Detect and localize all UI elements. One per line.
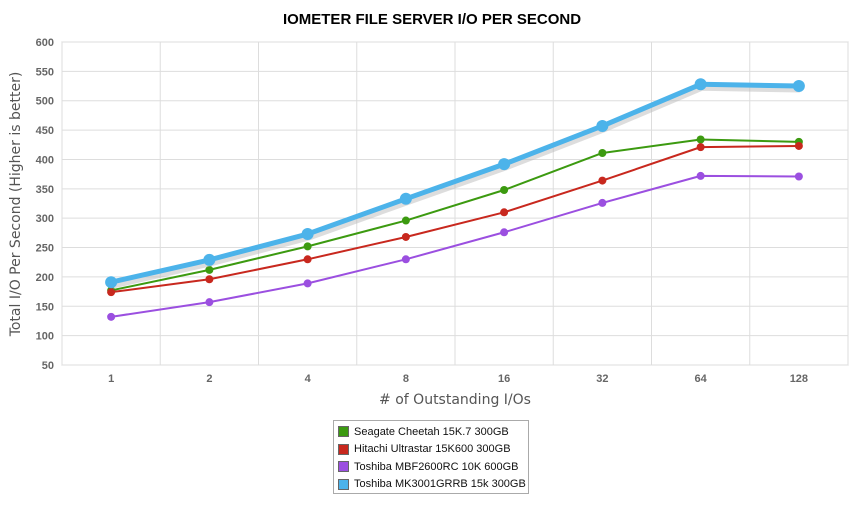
x-axis-label: # of Outstanding I/Os	[379, 392, 531, 408]
data-point[interactable]	[303, 242, 312, 251]
x-tick-label: 8	[403, 373, 409, 385]
legend-item-toshiba-mbf[interactable]: Toshiba MBF2600RC 10K 600GB	[338, 458, 524, 476]
line-chart: IOMETER FILE SERVER I/O PER SECOND 50 100…	[8, 11, 849, 408]
data-point[interactable]	[794, 172, 803, 181]
legend-item-seagate[interactable]: Seagate Cheetah 15K.7 300GB	[338, 423, 524, 441]
data-point[interactable]	[696, 171, 705, 180]
y-tick-label: 50	[42, 360, 54, 372]
data-point[interactable]	[598, 198, 607, 207]
data-point[interactable]	[303, 255, 312, 264]
legend-label-toshiba-mbf: Toshiba MBF2600RC 10K 600GB	[354, 460, 519, 473]
x-tick-label: 128	[790, 373, 808, 385]
legend-item-hitachi[interactable]: Hitachi Ultrastar 15K600 300GB	[338, 441, 524, 459]
y-tick-label: 550	[36, 66, 54, 78]
series-line	[110, 174, 799, 318]
y-tick-label: 150	[36, 301, 54, 313]
chart-title: IOMETER FILE SERVER I/O PER SECOND	[283, 11, 581, 28]
series-line	[110, 81, 799, 285]
legend-label-toshiba-mk: Toshiba MK3001GRRB 15k 300GB	[354, 478, 526, 491]
series-0	[107, 135, 803, 295]
data-point[interactable]	[696, 143, 705, 152]
data-point[interactable]	[399, 192, 412, 205]
series-line	[110, 138, 799, 292]
x-tick-label: 32	[596, 373, 608, 385]
data-point[interactable]	[696, 135, 705, 144]
data-point[interactable]	[303, 279, 312, 288]
x-tick-label: 16	[498, 373, 510, 385]
data-point[interactable]	[301, 228, 314, 241]
y-tick-label: 400	[36, 154, 54, 166]
y-axis-label: Total I/O Per Second (Higher is better)	[8, 72, 24, 338]
x-tick-label: 64	[695, 373, 708, 385]
data-point[interactable]	[598, 148, 607, 157]
data-point[interactable]	[498, 158, 511, 171]
legend: Seagate Cheetah 15K.7 300GB Hitachi Ultr…	[333, 420, 529, 494]
data-point[interactable]	[401, 232, 410, 241]
legend-swatch-seagate	[338, 426, 349, 438]
data-point[interactable]	[203, 253, 216, 266]
y-tick-label: 600	[36, 37, 54, 49]
series-1	[107, 141, 803, 297]
legend-item-toshiba-mk[interactable]: Toshiba MK3001GRRB 15k 300GB	[338, 476, 526, 494]
data-point[interactable]	[598, 176, 607, 185]
x-axis-ticks: 1 2 4 8 16 32 64 128	[108, 373, 808, 385]
y-tick-label: 100	[36, 331, 54, 343]
y-tick-label: 200	[36, 272, 54, 284]
data-point[interactable]	[794, 141, 803, 150]
x-tick-label: 2	[206, 373, 212, 385]
y-axis-ticks: 50 100 150 200 250 300 350 400 450 500 550 600	[36, 37, 54, 372]
data-point[interactable]	[694, 78, 707, 91]
data-point[interactable]	[205, 275, 214, 284]
data-point[interactable]	[105, 276, 118, 289]
data-point[interactable]	[107, 288, 116, 297]
y-tick-label: 500	[36, 96, 54, 108]
series-lines	[105, 78, 805, 321]
y-tick-label: 350	[36, 184, 54, 196]
data-point[interactable]	[500, 185, 509, 194]
legend-swatch-toshiba-mbf	[338, 461, 349, 473]
data-point[interactable]	[107, 312, 116, 321]
legend-swatch-hitachi	[338, 443, 349, 455]
series-line	[110, 144, 799, 294]
y-tick-label: 450	[36, 125, 54, 137]
series-shadow	[111, 83, 800, 289]
grid	[61, 41, 849, 366]
series-2	[107, 171, 803, 321]
data-point[interactable]	[792, 80, 805, 93]
data-point[interactable]	[596, 119, 609, 132]
data-point[interactable]	[500, 228, 509, 237]
x-tick-label: 4	[305, 373, 312, 385]
series-3	[105, 78, 805, 289]
x-tick-label: 1	[108, 373, 114, 385]
data-point[interactable]	[500, 208, 509, 217]
data-point[interactable]	[205, 298, 214, 307]
legend-label-seagate: Seagate Cheetah 15K.7 300GB	[354, 425, 509, 438]
y-tick-label: 250	[36, 243, 54, 255]
data-point[interactable]	[205, 265, 214, 274]
data-point[interactable]	[401, 216, 410, 225]
data-point[interactable]	[401, 255, 410, 264]
legend-label-hitachi: Hitachi Ultrastar 15K600 300GB	[354, 443, 511, 456]
y-tick-label: 300	[36, 213, 54, 225]
legend-swatch-toshiba-mk	[338, 478, 349, 490]
